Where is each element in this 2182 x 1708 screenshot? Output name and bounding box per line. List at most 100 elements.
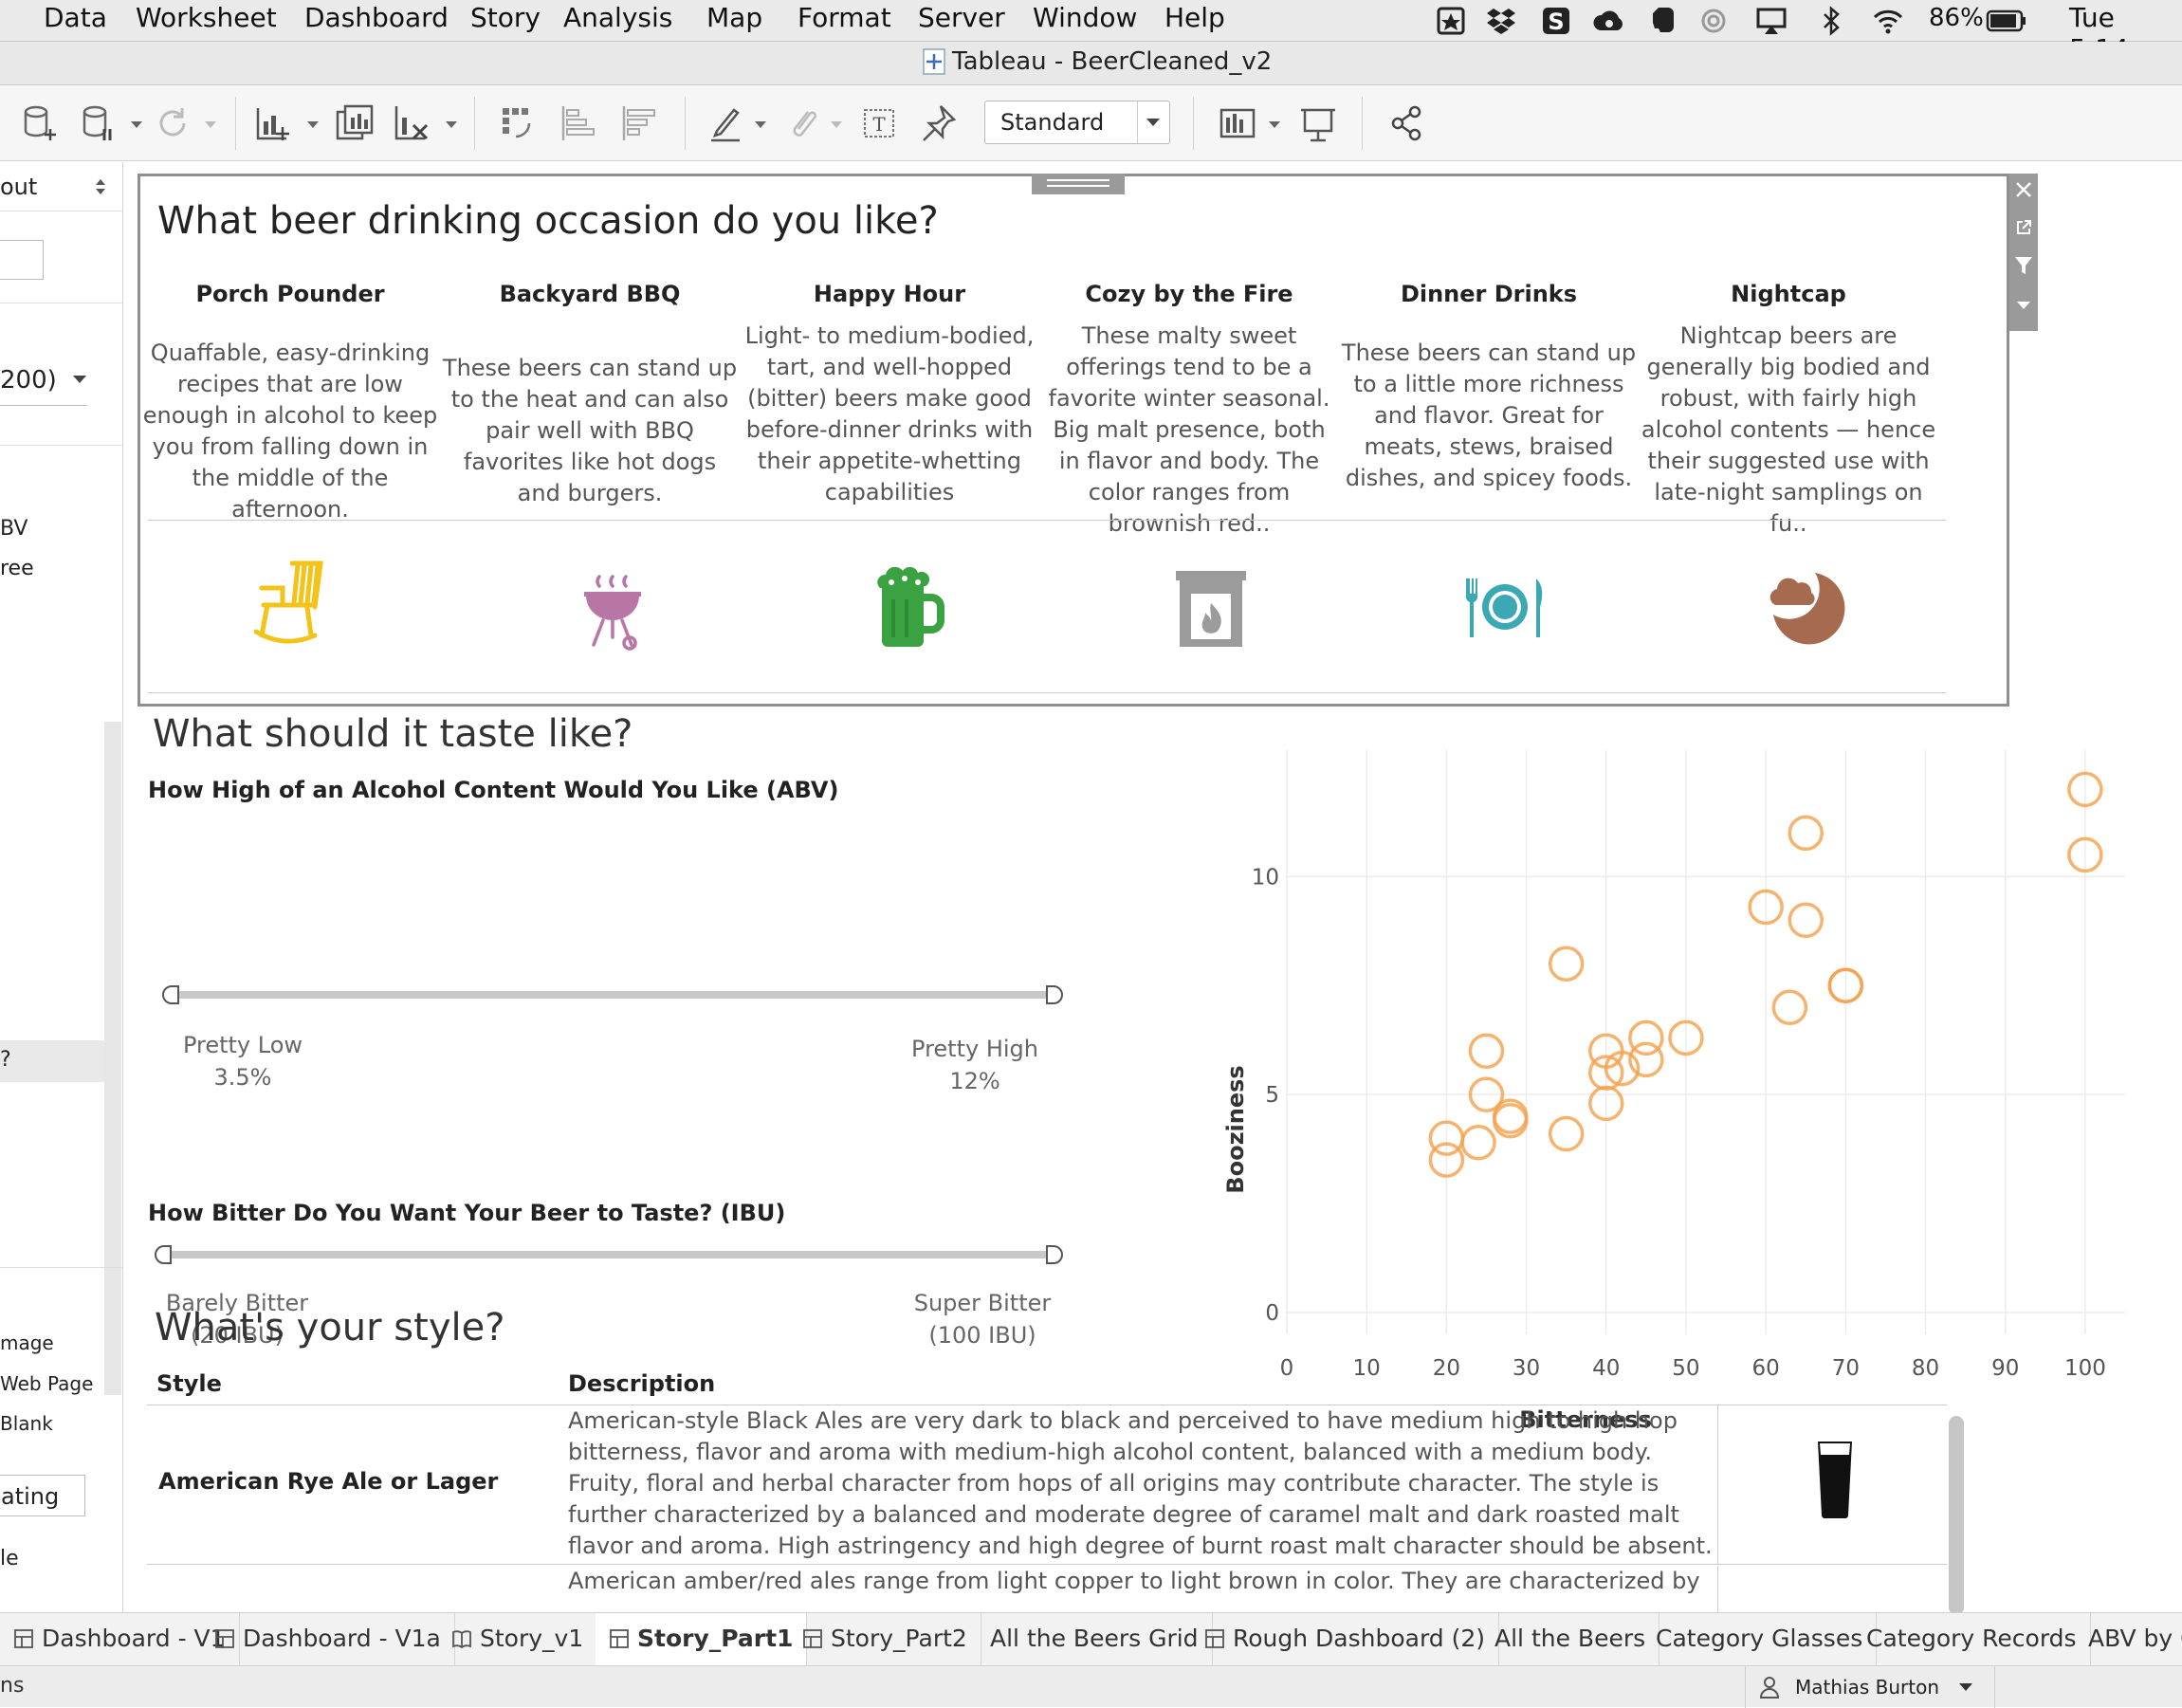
scatter-point[interactable] xyxy=(1827,967,1864,1003)
layout-item-selected[interactable]: ? xyxy=(0,1040,104,1082)
s-app-icon[interactable]: S xyxy=(1540,6,1572,36)
beer-mug-icon[interactable] xyxy=(876,567,944,649)
device-preview-box[interactable] xyxy=(0,240,44,280)
scatter-point[interactable] xyxy=(1788,815,1824,852)
scatter-point[interactable] xyxy=(1428,1142,1465,1178)
dropbox-icon[interactable] xyxy=(1485,6,1517,36)
go-to-sheet-icon[interactable] xyxy=(2015,219,2032,236)
menu-format[interactable]: Format xyxy=(798,2,891,33)
ibu-slider-max-handle[interactable] xyxy=(1046,1245,1063,1264)
fireplace-icon[interactable] xyxy=(1174,569,1248,647)
tab-all-the-beers-grid[interactable]: All the Beers Grid xyxy=(977,1613,1213,1666)
highlight-icon[interactable] xyxy=(706,102,747,144)
show-cards-icon[interactable] xyxy=(1218,102,1259,144)
abv-slider-min-handle[interactable] xyxy=(162,985,179,1004)
size-dropdown-icon[interactable] xyxy=(72,375,87,384)
show-mark-labels-icon[interactable]: T xyxy=(859,102,901,144)
table-row[interactable]: American amber/red ales range from light… xyxy=(147,1566,1947,1613)
object-web-page[interactable]: Web Page xyxy=(0,1372,94,1395)
scatter-point[interactable] xyxy=(1548,1115,1585,1152)
fix-axes-icon[interactable] xyxy=(918,102,960,144)
bookmark-app-icon[interactable] xyxy=(1436,6,1468,36)
scatter-point[interactable] xyxy=(2067,771,2103,808)
abv-slider-max-handle[interactable] xyxy=(1046,985,1063,1004)
occasion-container[interactable]: What beer drinking occasion do you like?… xyxy=(138,174,2009,707)
menu-data[interactable]: Data xyxy=(44,2,107,33)
creative-cloud-icon[interactable] xyxy=(1593,6,1625,36)
menu-analysis[interactable]: Analysis xyxy=(563,2,673,33)
container-drag-handle[interactable] xyxy=(1032,174,1125,194)
table-scrollbar[interactable] xyxy=(1949,1416,1964,1613)
scatter-point[interactable] xyxy=(1468,1076,1505,1112)
object-image[interactable]: mage xyxy=(0,1332,54,1354)
scatter-point[interactable] xyxy=(1460,1124,1496,1161)
duplicate-sheet-icon[interactable] xyxy=(334,102,376,144)
new-sheet-dropdown-icon[interactable] xyxy=(303,102,322,144)
scatter-point[interactable] xyxy=(1548,946,1585,983)
scatter-point[interactable] xyxy=(1468,1033,1505,1069)
user-menu[interactable]: Mathias Burton xyxy=(1745,1666,1995,1708)
table-row[interactable]: American Rye Ale or Lager American-style… xyxy=(147,1405,1947,1565)
scatter-point[interactable] xyxy=(1628,1041,1664,1078)
abv-range-slider[interactable] xyxy=(162,982,1063,1010)
grill-icon[interactable] xyxy=(582,575,643,651)
pause-data-icon[interactable] xyxy=(78,102,119,144)
evernote-icon[interactable] xyxy=(1646,6,1678,36)
refresh-icon[interactable] xyxy=(152,102,193,144)
layout-tab-row[interactable]: out xyxy=(0,162,123,211)
tab-category-records[interactable]: Category Records xyxy=(1853,1613,2091,1666)
cloud-sync-icon[interactable] xyxy=(1697,6,1730,36)
battery-icon[interactable] xyxy=(1986,6,2027,36)
scatter-point[interactable] xyxy=(1668,1019,1704,1056)
pause-dropdown-icon[interactable] xyxy=(127,102,146,144)
scatter-point[interactable] xyxy=(1788,902,1824,939)
tab-dashboard-v1[interactable]: Dashboard - V1 xyxy=(0,1613,240,1666)
refresh-dropdown-icon[interactable] xyxy=(201,102,220,144)
airplay-icon[interactable] xyxy=(1755,6,1788,36)
tab-dashboard-v1a[interactable]: Dashboard - V1a xyxy=(201,1613,455,1666)
scatter-point[interactable] xyxy=(1748,889,1784,926)
ibu-slider-track[interactable] xyxy=(162,1251,1061,1258)
size-select-value[interactable]: 200) xyxy=(0,366,57,395)
tab-category-glasses[interactable]: Category Glasses xyxy=(1642,1613,1878,1666)
object-blank[interactable]: Blank xyxy=(0,1412,53,1435)
layout-item-tree[interactable]: ree xyxy=(0,557,34,580)
tiled-option[interactable]: le xyxy=(0,1547,19,1570)
filter-icon[interactable] xyxy=(2014,255,2033,276)
updown-arrow-icon[interactable] xyxy=(95,177,106,196)
tab-story-part1[interactable]: Story_Part1 xyxy=(596,1613,808,1666)
scatter-point[interactable] xyxy=(1588,1055,1624,1091)
menu-dashboard[interactable]: Dashboard xyxy=(304,2,449,33)
rocking-chair-icon[interactable] xyxy=(254,560,326,645)
menu-worksheet[interactable]: Worksheet xyxy=(136,2,277,33)
group-dropdown-icon[interactable] xyxy=(827,102,846,144)
scatter-point[interactable] xyxy=(1588,1085,1624,1122)
clear-dropdown-icon[interactable] xyxy=(442,102,461,144)
group-members-icon[interactable] xyxy=(781,102,823,144)
bluetooth-icon[interactable] xyxy=(1815,6,1847,36)
ibu-slider-min-handle[interactable] xyxy=(155,1245,172,1264)
side-scrollbar[interactable] xyxy=(104,722,121,1395)
clear-sheet-icon[interactable] xyxy=(391,102,432,144)
dinner-plate-icon[interactable] xyxy=(1462,575,1548,639)
share-icon[interactable] xyxy=(1386,102,1428,144)
abv-slider-track[interactable] xyxy=(170,991,1061,999)
tab-rough-dashboard-2[interactable]: Rough Dashboard (2) xyxy=(1191,1613,1500,1666)
tab-all-the-beers[interactable]: All the Beers xyxy=(1481,1613,1660,1666)
layout-item-abv[interactable]: BV xyxy=(0,517,28,541)
close-icon[interactable] xyxy=(2015,181,2032,198)
scatter-point[interactable] xyxy=(1492,1102,1529,1139)
tab-story-part2[interactable]: Story_Part2 xyxy=(789,1613,981,1666)
ibu-range-slider[interactable] xyxy=(155,1241,1063,1270)
moon-cloud-icon[interactable] xyxy=(1769,569,1849,649)
menu-story[interactable]: Story xyxy=(470,2,541,33)
show-cards-dropdown-icon[interactable] xyxy=(1265,102,1284,144)
tab-story-v1[interactable]: Story_v1 xyxy=(438,1613,598,1666)
bitterness-booziness-scatter[interactable]: 0 10 20 30 40 50 60 70 80 90 100 0 5 10 Bitterness B… xyxy=(1073,750,2144,1452)
fit-select[interactable]: Standard xyxy=(984,101,1170,144)
menu-map[interactable]: Map xyxy=(706,2,763,33)
scatter-point[interactable] xyxy=(1771,989,1808,1025)
sort-descending-icon[interactable] xyxy=(618,102,660,144)
scatter-point[interactable] xyxy=(2067,836,2103,873)
presentation-mode-icon[interactable] xyxy=(1297,102,1339,144)
